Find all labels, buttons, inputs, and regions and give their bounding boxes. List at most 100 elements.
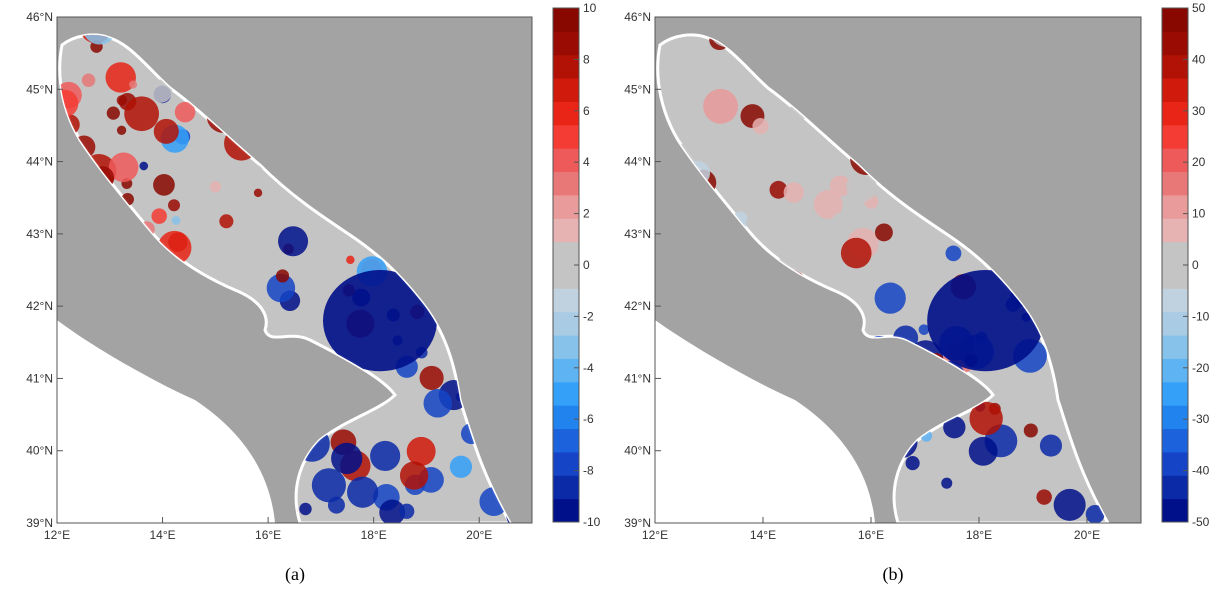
colorbar-segment [1162, 428, 1188, 453]
colorbar-tick-label: 40 [1192, 52, 1206, 66]
colorbar-segment [553, 358, 579, 383]
map-panel-a: 12°E 14°E 16°E 18°E 20°E 46°N 45°N 44°N 43°N 42°N… [26, 1, 600, 585]
field-blob [151, 208, 167, 224]
field-blob [370, 440, 401, 472]
colorbar-segment [553, 31, 579, 56]
field-blob [399, 503, 415, 519]
field-blob [1023, 423, 1038, 438]
field-blob [449, 455, 473, 478]
field-blob [124, 96, 160, 132]
colorbar-segment [553, 265, 579, 289]
x-tick-label: 18°E [361, 528, 387, 542]
colorbar-tick-label: -50 [1192, 515, 1210, 529]
field-blob [168, 199, 181, 212]
colorbar-tick-label: -20 [1192, 361, 1210, 375]
field-blob [171, 216, 181, 225]
colorbar-tick-label: 50 [1192, 1, 1206, 15]
x-tick-label: 18°E [966, 528, 992, 542]
colorbar-tick-label: 2 [583, 207, 590, 221]
field-blob [905, 456, 920, 471]
field-blob [769, 180, 788, 199]
axes: 12°E 14°E 16°E 18°E 20°E 46°N 45°N 44°N 43°N 42°N… [26, 10, 492, 542]
colorbar-segment [1162, 498, 1188, 523]
colorbar-tick-label: 30 [1192, 104, 1206, 118]
field-blob [419, 365, 444, 390]
colorbar-segment [1162, 54, 1188, 79]
colorbar-segment [553, 101, 579, 126]
field-blob [346, 255, 355, 265]
colorbar-segment [553, 381, 579, 406]
field-blob [275, 269, 290, 283]
deep-basin-patch [323, 270, 437, 372]
italy-land [655, 320, 875, 523]
y-tick-label: 45°N [624, 82, 651, 96]
colorbar-tick-label: 0 [583, 258, 590, 272]
sea-field [656, 33, 1110, 523]
x-tick-label: 12°E [44, 528, 70, 542]
colorbar-segment [553, 8, 579, 32]
colorbar-segment [1162, 288, 1188, 313]
colorbar-tick-label: 4 [583, 155, 590, 169]
field-blob [399, 461, 429, 490]
x-tick-label: 16°E [858, 528, 884, 542]
field-blob [241, 163, 265, 187]
colorbar-segment [553, 218, 579, 243]
field-blob [219, 214, 234, 229]
colorbar-segment [1162, 8, 1188, 32]
colorbar-segment [553, 78, 579, 102]
colorbar-segment [1162, 335, 1188, 359]
y-tick-label: 39°N [26, 516, 53, 530]
colorbar-segment [1162, 358, 1188, 383]
colorbar-segment [553, 475, 579, 500]
field-blob [105, 62, 136, 93]
colorbar-segment [1162, 78, 1188, 102]
field-blob [945, 245, 962, 262]
colorbar-segment [553, 241, 579, 266]
field-blob [969, 401, 1003, 436]
y-tick-label: 42°N [26, 299, 53, 313]
colorbar-segment [1162, 451, 1188, 476]
field-blob [783, 182, 804, 203]
colorbar-segment [1162, 475, 1188, 500]
field-blob [209, 181, 222, 193]
field-blob [1085, 504, 1105, 523]
field-blob [406, 436, 436, 466]
colorbar-tick-label: -8 [583, 464, 594, 478]
colorbar-segment [553, 451, 579, 476]
y-tick-label: 42°N [624, 299, 651, 313]
colorbar-tick-label: 10 [1192, 207, 1206, 221]
colorbar-tick-label: 10 [583, 1, 597, 15]
x-tick-label: 14°E [149, 528, 175, 542]
colorbar-tick-label: -4 [583, 361, 594, 375]
colorbar-segment [553, 335, 579, 359]
colorbar-segment [1162, 381, 1188, 406]
field-blob [829, 175, 851, 197]
colorbar-segment [1162, 265, 1188, 289]
field-blob [423, 389, 452, 418]
colorbar-segment [1162, 241, 1188, 266]
colorbar-segment [1162, 171, 1188, 196]
y-tick-label: 46°N [26, 10, 53, 24]
colorbar-tick-label: -2 [583, 309, 594, 323]
field-blob [379, 499, 406, 523]
x-tick-label: 16°E [255, 528, 281, 542]
field-blob [751, 200, 775, 225]
colorbar-tick-label: -10 [583, 515, 601, 529]
field-blob [1039, 434, 1063, 457]
axes: 12°E 14°E 16°E 18°E 20°E 46°N 45°N 44°N 43°N 42°N… [624, 10, 1100, 542]
y-tick-label: 45°N [26, 82, 53, 96]
colorbar-segment [553, 124, 579, 149]
colorbar-tick-label: 6 [583, 104, 590, 118]
y-tick-label: 40°N [624, 444, 651, 458]
field-blob [840, 237, 872, 269]
field-blob [106, 106, 120, 120]
y-tick-label: 43°N [624, 227, 651, 241]
field-blob [139, 161, 149, 171]
caption-a: (a) [285, 564, 305, 585]
field-blob [253, 188, 263, 198]
colorbar-segment [553, 498, 579, 523]
colorbar-segment [553, 405, 579, 430]
map-frame [56, 16, 533, 524]
colorbar-tick-label: -30 [1192, 412, 1210, 426]
